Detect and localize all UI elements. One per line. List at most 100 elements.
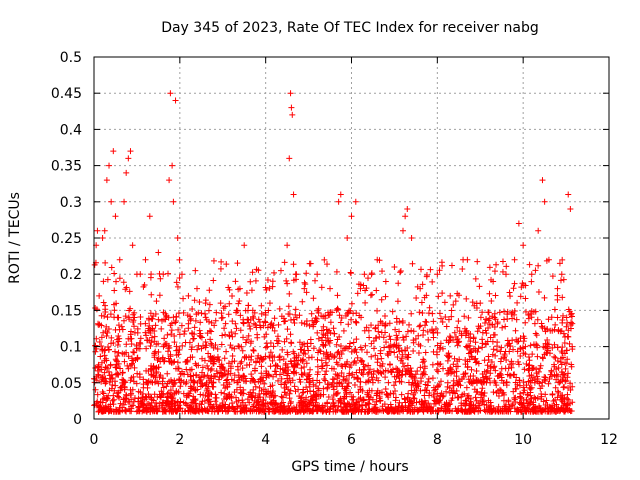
data-point	[103, 332, 110, 339]
data-point	[562, 365, 569, 372]
axis-ticks: 0 2 4 6 8 10 12 0 0.05 0.1 0.15 0.2 0.25 0.3 0.35 0.4 0.…	[51, 50, 618, 448]
data-point	[228, 393, 235, 400]
data-point	[472, 359, 479, 366]
data-point	[434, 342, 441, 349]
data-point	[112, 371, 119, 378]
data-point	[467, 373, 474, 380]
data-point	[153, 298, 160, 305]
data-point	[506, 405, 513, 412]
data-point	[126, 405, 133, 412]
data-point	[302, 407, 309, 414]
data-point	[307, 397, 314, 404]
data-point	[301, 398, 308, 405]
data-point	[330, 392, 337, 399]
data-point	[513, 386, 520, 393]
data-point	[295, 386, 302, 393]
data-point	[336, 379, 343, 386]
data-point	[148, 371, 155, 378]
data-point	[397, 269, 404, 276]
data-point	[510, 346, 517, 353]
data-point	[479, 329, 486, 336]
data-point	[516, 377, 523, 384]
data-point	[205, 307, 212, 314]
data-point	[403, 333, 410, 340]
data-point	[102, 259, 109, 266]
data-point	[194, 346, 201, 353]
data-point	[513, 316, 520, 323]
data-point	[333, 341, 340, 348]
data-point	[102, 306, 109, 313]
data-point	[298, 319, 305, 326]
data-point	[508, 358, 515, 365]
data-point	[544, 349, 551, 356]
data-point	[511, 371, 518, 378]
data-point	[377, 350, 384, 357]
data-point	[164, 331, 171, 338]
data-point	[542, 402, 549, 409]
data-point	[448, 313, 455, 320]
data-point	[381, 401, 388, 408]
data-point	[367, 292, 374, 299]
data-point	[98, 378, 105, 385]
data-point	[129, 386, 136, 393]
data-point	[184, 371, 191, 378]
data-point	[262, 405, 269, 412]
data-point	[257, 394, 264, 401]
data-point	[494, 373, 501, 380]
data-point	[269, 357, 276, 364]
data-point	[158, 402, 165, 409]
data-point	[531, 320, 538, 327]
data-point	[315, 335, 322, 342]
data-point	[430, 384, 437, 391]
data-point	[160, 271, 167, 278]
data-point	[374, 359, 381, 366]
data-point	[402, 404, 409, 411]
data-point	[289, 111, 296, 118]
data-point	[417, 375, 424, 382]
data-point	[533, 332, 540, 339]
data-point	[425, 310, 432, 317]
data-point	[511, 396, 518, 403]
x-tick-label: 10	[514, 432, 532, 448]
data-point	[387, 369, 394, 376]
y-tick-label: 0.3	[60, 195, 82, 211]
data-point	[420, 332, 427, 339]
data-point	[527, 385, 534, 392]
data-point	[229, 333, 236, 340]
data-point	[371, 345, 378, 352]
data-point	[100, 390, 107, 397]
data-point	[166, 378, 173, 385]
data-point	[153, 341, 160, 348]
data-point	[373, 374, 380, 381]
data-point	[396, 318, 403, 325]
data-point	[368, 340, 375, 347]
data-point	[206, 327, 213, 334]
data-point	[545, 316, 552, 323]
data-point	[434, 390, 441, 397]
data-point	[520, 389, 527, 396]
data-point	[346, 307, 353, 314]
data-point	[144, 337, 151, 344]
data-point	[429, 310, 436, 317]
data-point	[379, 319, 386, 326]
data-point	[365, 392, 372, 399]
data-point	[299, 298, 306, 305]
y-tick-label: 0	[73, 412, 82, 428]
data-point	[277, 402, 284, 409]
data-point	[387, 348, 394, 355]
data-point	[280, 399, 287, 406]
data-point	[291, 354, 298, 361]
data-point	[481, 357, 488, 364]
data-point	[214, 353, 221, 360]
data-point	[318, 284, 325, 291]
data-point	[161, 335, 168, 342]
data-point	[215, 408, 222, 415]
data-point	[98, 359, 105, 366]
data-point	[516, 382, 523, 389]
data-point	[458, 332, 465, 339]
data-point	[196, 374, 203, 381]
data-point	[251, 367, 258, 374]
data-point	[466, 401, 473, 408]
data-point	[258, 408, 265, 415]
data-point	[152, 322, 159, 329]
